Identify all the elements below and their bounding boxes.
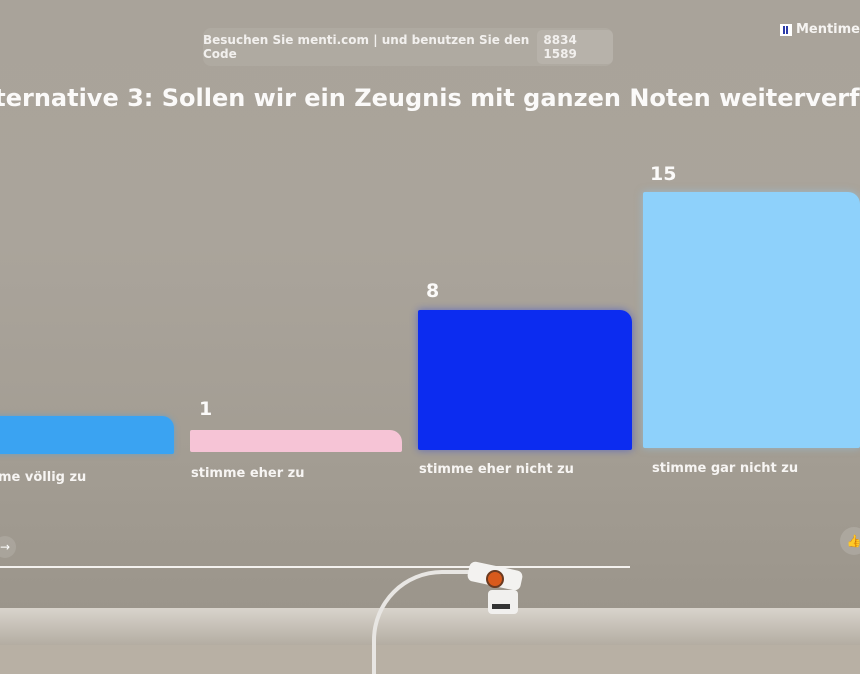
bar-stimme-eher-nicht-zu bbox=[418, 310, 632, 450]
bar-stimme-voellig-zu bbox=[0, 416, 174, 454]
arrow-right-icon[interactable]: → bbox=[0, 536, 16, 558]
brand-name: Mentime bbox=[795, 22, 860, 37]
document-camera-body bbox=[488, 590, 518, 614]
bar-value-stimme-eher-zu: 1 bbox=[199, 398, 213, 420]
bar-label-stimme-eher-zu: stimme eher zu bbox=[191, 466, 305, 481]
bar-value-stimme-eher-nicht-zu: 8 bbox=[426, 280, 440, 302]
join-text: Besuchen Sie menti.com | und benutzen Si… bbox=[203, 33, 530, 61]
mentimeter-icon bbox=[779, 23, 792, 36]
bar-value-stimme-gar-nicht-zu: 15 bbox=[650, 163, 677, 185]
thumbs-up-icon[interactable]: 👍 bbox=[840, 527, 860, 555]
progress-line bbox=[0, 566, 630, 568]
question-title: lternative 3: Sollen wir ein Zeugnis mit… bbox=[0, 84, 860, 112]
document-camera-arm bbox=[372, 570, 506, 674]
bar-label-stimme-gar-nicht-zu: stimme gar nicht zu bbox=[652, 461, 799, 476]
projected-screen: Besuchen Sie menti.com | und benutzen Si… bbox=[0, 0, 860, 610]
camera-lens-icon bbox=[486, 570, 504, 588]
bar-label-stimme-voellig-zu: me völlig zu bbox=[0, 470, 87, 485]
bar-stimme-eher-zu bbox=[190, 430, 402, 452]
bar-label-stimme-eher-nicht-zu: stimme eher nicht zu bbox=[419, 462, 574, 477]
brand-logo: Mentime bbox=[779, 22, 860, 37]
bar-stimme-gar-nicht-zu bbox=[643, 192, 860, 448]
join-instructions: Besuchen Sie menti.com | und benutzen Si… bbox=[203, 28, 613, 66]
voting-code: 8834 1589 bbox=[537, 30, 613, 64]
